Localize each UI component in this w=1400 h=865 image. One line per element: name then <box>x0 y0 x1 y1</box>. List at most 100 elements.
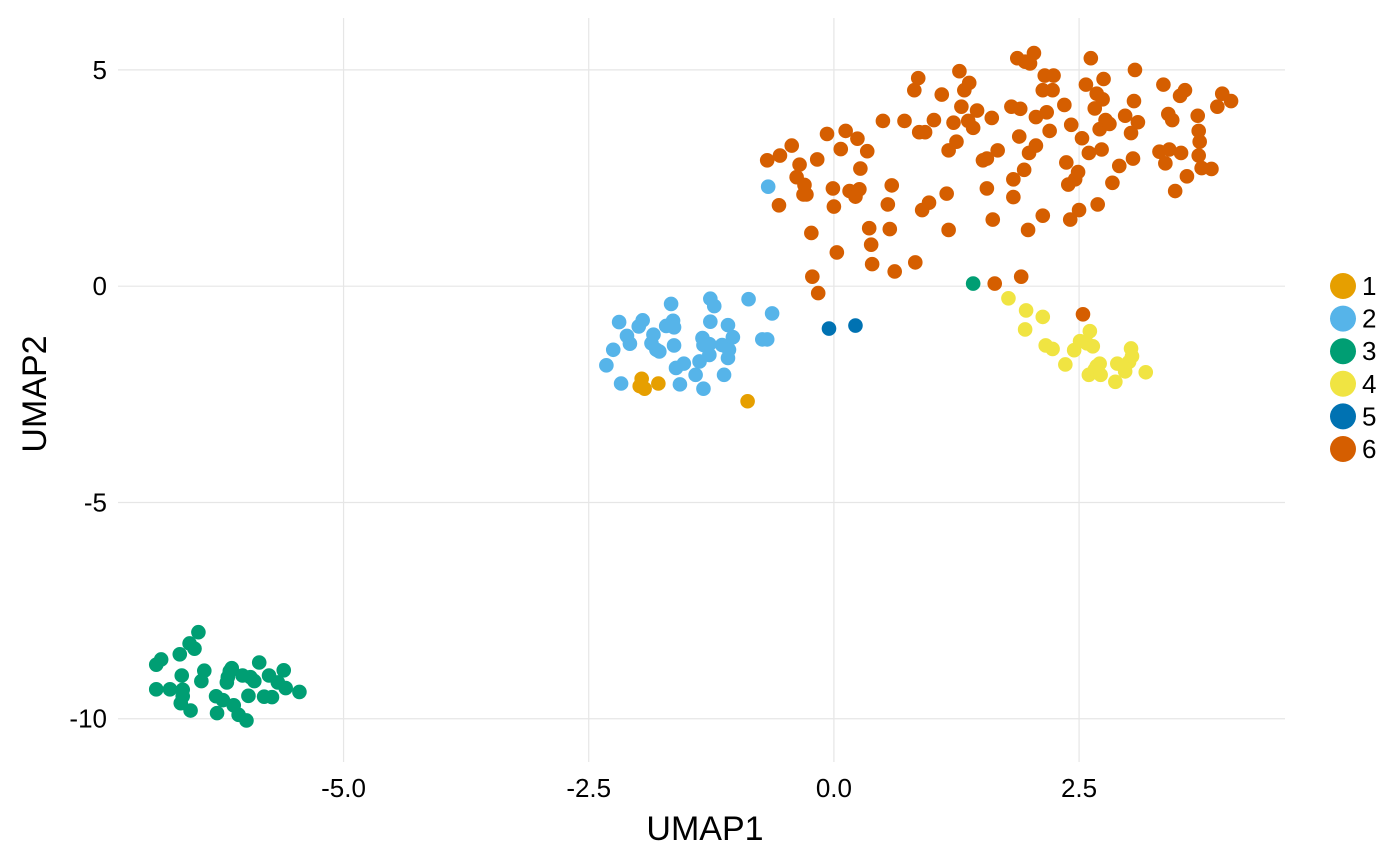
data-point <box>990 143 1005 158</box>
data-point <box>613 376 629 391</box>
data-point <box>1191 148 1207 163</box>
legend-key <box>1330 403 1356 430</box>
data-point <box>939 186 954 201</box>
x-tick-label: 2.5 <box>1061 773 1097 803</box>
data-point <box>1028 138 1044 153</box>
data-point <box>1108 374 1123 390</box>
data-point <box>882 221 898 237</box>
legend-item: 2 <box>1330 304 1376 334</box>
data-point <box>819 126 835 142</box>
data-point <box>183 703 198 718</box>
legend-label: 3 <box>1362 336 1376 366</box>
data-point <box>941 222 956 238</box>
y-tick-label: -5 <box>84 487 107 517</box>
data-point <box>1090 197 1105 212</box>
data-point <box>1096 71 1111 87</box>
data-point <box>1158 156 1173 171</box>
data-point <box>825 181 841 196</box>
series-2 <box>599 179 780 397</box>
data-point <box>1164 112 1180 128</box>
data-point <box>833 141 849 157</box>
data-point <box>772 148 788 163</box>
data-point <box>646 327 661 342</box>
data-point <box>1045 82 1060 98</box>
data-point <box>224 660 240 676</box>
data-point <box>805 269 820 284</box>
data-point <box>1082 323 1098 339</box>
data-point <box>278 680 293 696</box>
data-point <box>826 199 842 214</box>
data-point <box>1210 99 1225 114</box>
data-point <box>954 99 969 114</box>
data-point <box>829 245 845 260</box>
x-tick-label: -5.0 <box>321 773 366 803</box>
legend-label: 5 <box>1362 401 1376 431</box>
series-6 <box>759 45 1239 322</box>
data-point <box>799 187 814 202</box>
data-point <box>1039 104 1054 120</box>
data-point <box>1011 129 1027 144</box>
data-point <box>949 134 964 150</box>
data-point <box>1111 158 1127 174</box>
data-point <box>809 152 825 167</box>
data-point <box>771 197 787 213</box>
data-point <box>926 112 942 128</box>
data-point <box>1013 269 1029 284</box>
data-point <box>251 655 267 670</box>
data-point <box>1035 309 1051 325</box>
data-point <box>910 70 926 86</box>
legend-key <box>1330 370 1356 397</box>
data-point <box>1156 77 1171 92</box>
data-point <box>907 82 922 98</box>
data-point <box>174 668 190 683</box>
data-point <box>848 318 863 333</box>
data-point <box>247 673 262 689</box>
data-point <box>759 153 775 168</box>
data-point <box>276 662 292 678</box>
data-point <box>861 220 877 236</box>
data-point <box>965 276 981 291</box>
series-3 <box>148 276 981 728</box>
data-point <box>979 151 995 166</box>
data-point <box>740 393 755 409</box>
legend-item: 6 <box>1330 434 1376 464</box>
data-point <box>1093 367 1108 383</box>
data-point <box>716 367 732 383</box>
data-point <box>703 314 718 329</box>
legend-item: 3 <box>1330 336 1376 366</box>
data-point <box>605 342 621 358</box>
data-point <box>721 342 737 358</box>
data-point <box>1179 169 1195 184</box>
legend-item: 5 <box>1330 401 1376 431</box>
data-point <box>887 264 902 279</box>
data-point <box>1105 175 1120 191</box>
data-point <box>652 344 667 359</box>
data-point <box>838 123 853 139</box>
data-point <box>1070 164 1086 180</box>
data-point <box>1130 114 1146 130</box>
legend-key <box>1330 338 1356 365</box>
data-point <box>706 298 722 314</box>
data-point <box>1016 162 1032 178</box>
data-point <box>172 646 188 662</box>
data-point <box>676 356 692 371</box>
data-point <box>1123 125 1139 141</box>
legend-key <box>1330 436 1356 462</box>
data-point <box>1177 82 1193 98</box>
data-point <box>239 713 254 728</box>
data-point <box>1092 356 1107 371</box>
data-point <box>859 143 875 159</box>
x-tick-label: 0.0 <box>816 773 852 803</box>
data-point <box>1094 142 1109 157</box>
y-tick-label: 5 <box>93 55 107 85</box>
data-point <box>952 63 967 79</box>
data-point <box>759 332 775 347</box>
data-point <box>1191 123 1207 139</box>
data-point <box>804 225 819 241</box>
data-point <box>209 705 225 721</box>
data-point <box>1062 212 1078 227</box>
series-4 <box>1001 290 1154 390</box>
data-point <box>162 682 178 697</box>
